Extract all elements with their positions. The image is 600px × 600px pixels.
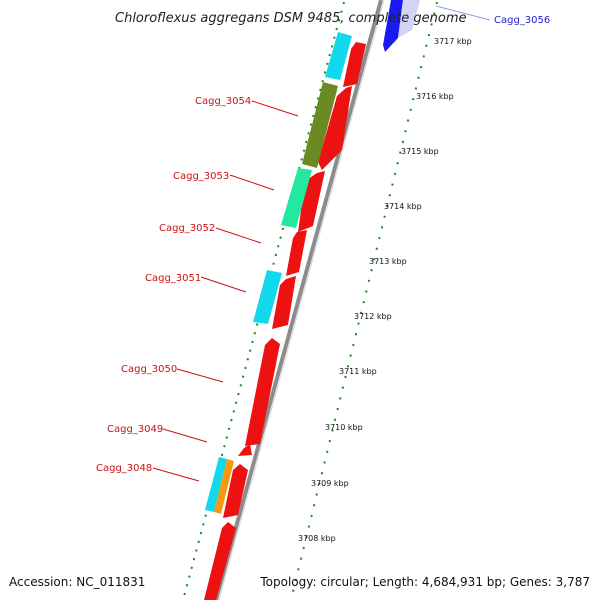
- gene-label-cagg-3048[interactable]: Cagg_3048: [96, 463, 152, 474]
- connector-cagg-3053: [229, 174, 275, 191]
- connector-cagg-3049: [162, 428, 208, 443]
- gene-cagg-3051[interactable]: [253, 270, 282, 324]
- scale-label: 3716 kbp: [416, 92, 454, 101]
- scale-label: 3713 kbp: [369, 257, 407, 266]
- connector-cagg-3048: [152, 467, 200, 482]
- gene-arrow-blue[interactable]: [383, 0, 403, 52]
- gene-cagg-3048-a[interactable]: [205, 457, 227, 512]
- scale-label: 3717 kbp: [434, 37, 472, 46]
- gene-label-cagg-3051[interactable]: Cagg_3051: [145, 273, 201, 284]
- scale-label: 3712 kbp: [354, 312, 392, 321]
- scale-label: 3709 kbp: [311, 479, 349, 488]
- gene-cagg-3048-b[interactable]: [214, 459, 234, 514]
- scale-label: 3714 kbp: [384, 202, 422, 211]
- genome-backbone: [214, 0, 383, 600]
- gene-arrow-red[interactable]: [318, 86, 352, 170]
- gene-arrow-red[interactable]: [223, 464, 248, 518]
- scale-label: 3715 kbp: [401, 147, 439, 156]
- connector-cagg-3050: [176, 368, 224, 383]
- gene-label-cagg-3054[interactable]: Cagg_3054: [195, 96, 251, 107]
- gene-label-cagg-3050[interactable]: Cagg_3050: [121, 364, 177, 375]
- gene-arrow-red[interactable]: [272, 276, 296, 329]
- gene-label-cagg-3049[interactable]: Cagg_3049: [107, 424, 163, 435]
- scale-label: 3710 kbp: [325, 423, 363, 432]
- gene-arrow-red[interactable]: [238, 444, 252, 456]
- accession-text: Accession: NC_011831: [9, 575, 145, 589]
- scale-label: 3708 kbp: [298, 534, 336, 543]
- gene-cagg-3054[interactable]: [302, 82, 338, 168]
- gene-cagg-3055[interactable]: [325, 32, 352, 80]
- gene-arrow-red[interactable]: [343, 42, 366, 87]
- connector-cagg-3054: [251, 100, 299, 117]
- gene-label-cagg-3056[interactable]: Cagg_3056: [494, 15, 550, 26]
- gene-label-cagg-3053[interactable]: Cagg_3053: [173, 171, 229, 182]
- genome-summary-text: Topology: circular; Length: 4,684,931 bp…: [259, 575, 590, 589]
- gene-arrow-blue-glow: [398, 0, 420, 38]
- gene-cagg-3053[interactable]: [281, 168, 312, 228]
- map-title: Chloroflexus aggregans DSM 9485, complet…: [115, 11, 467, 26]
- connector-cagg-3052: [215, 227, 262, 244]
- connector-cagg-3056: [435, 5, 491, 21]
- gene-label-cagg-3052[interactable]: Cagg_3052: [159, 223, 215, 234]
- genome-backbone-highlight: [218, 0, 385, 600]
- gene-arrow-red[interactable]: [245, 338, 280, 446]
- connector-cagg-3051: [200, 276, 247, 293]
- scale-label: 3711 kbp: [339, 367, 377, 376]
- gene-arrow-red[interactable]: [286, 230, 307, 276]
- gene-arrow-red[interactable]: [204, 522, 236, 600]
